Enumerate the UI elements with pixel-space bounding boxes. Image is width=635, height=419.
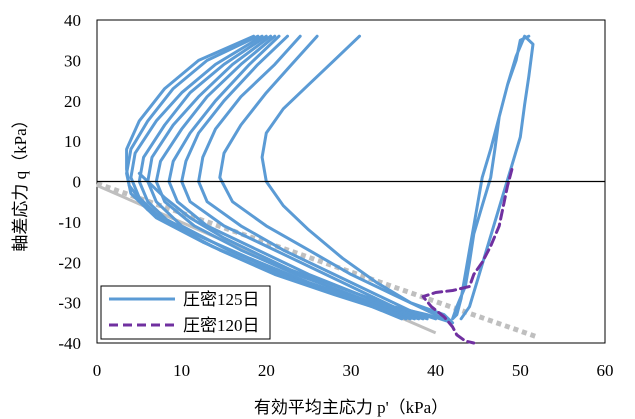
- y-tick-label--20: -20: [58, 253, 81, 272]
- series-125-path-1: [137, 34, 455, 325]
- series-125-path-2: [218, 34, 446, 321]
- y-tick-label--30: -30: [58, 294, 81, 313]
- y-tick-label-30: 30: [64, 51, 81, 70]
- x-tick-label-0: 0: [93, 361, 102, 380]
- y-tick-labels: 40 30 20 10 0 -10 -20 -30 -40: [58, 11, 81, 353]
- legend-label-125: 圧密125日: [183, 290, 260, 309]
- x-tick-label-60: 60: [597, 361, 614, 380]
- reference-line-dotted: [96, 181, 539, 340]
- y-tick-label--40: -40: [58, 334, 81, 353]
- y-tick-label-0: 0: [73, 173, 82, 192]
- x-tick-label-30: 30: [343, 361, 360, 380]
- y-tick-label-20: 20: [64, 92, 81, 111]
- series-125-path-5: [167, 34, 425, 321]
- x-tick-labels: 0 10 20 30 40 50 60: [93, 361, 614, 380]
- series-125-path-4: [180, 34, 429, 321]
- series-layer: [125, 34, 535, 345]
- legend: 圧密125日 圧密120日: [100, 285, 271, 340]
- series-125-path-6: [154, 34, 421, 321]
- legend-label-120: 圧密120日: [183, 316, 260, 335]
- series-125-path-3: [197, 34, 438, 321]
- y-tick-label--10: -10: [58, 213, 81, 232]
- x-tick-label-20: 20: [258, 361, 275, 380]
- series-125-path-11: [125, 34, 400, 317]
- legend-box: [100, 285, 271, 340]
- x-tick-label-50: 50: [512, 361, 529, 380]
- x-tick-label-40: 40: [427, 361, 444, 380]
- x-tick-label-10: 10: [173, 361, 190, 380]
- y-tick-label-40: 40: [64, 11, 81, 30]
- y-tick-label-10: 10: [64, 132, 81, 151]
- y-axis-title: 軸差応力 q（kPa）: [11, 111, 30, 251]
- series-120-path-0: [421, 167, 514, 345]
- x-axis-title: 有効平均主応力 p'（kPa）: [254, 398, 448, 417]
